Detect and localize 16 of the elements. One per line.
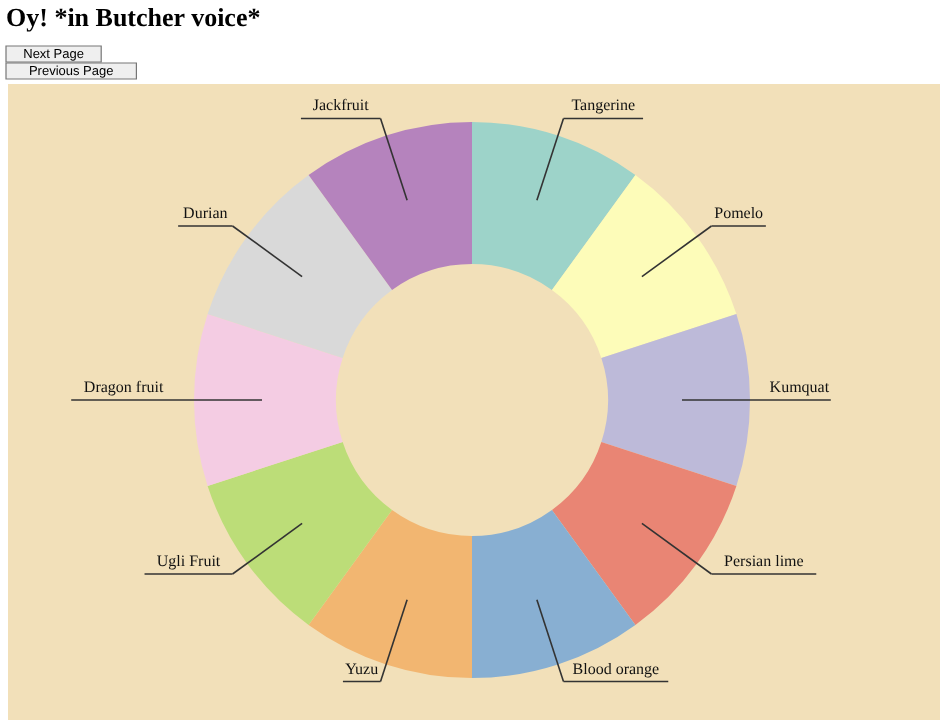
donut-slice xyxy=(308,122,472,290)
slice-label: Tangerine xyxy=(571,96,637,115)
slice-label: Jackfruit xyxy=(312,96,371,115)
slice-label: Blood orange xyxy=(572,659,661,678)
slice-label: Pomelo xyxy=(714,204,764,223)
donut-slice xyxy=(601,314,750,486)
donut-slice xyxy=(308,510,472,678)
slice-label: Persian lime xyxy=(724,551,805,570)
slice-label: Durian xyxy=(183,204,228,223)
slice-label: Kumquat xyxy=(769,378,831,396)
donut-slice xyxy=(194,314,343,486)
slice-label: Yuzu xyxy=(345,659,379,678)
slice-label: Ugli Fruit xyxy=(156,551,222,570)
donut-slice xyxy=(472,122,636,290)
slice-label: Dragon fruit xyxy=(83,378,165,396)
chart-title: Oy! *in Butcher voice* xyxy=(6,2,261,32)
